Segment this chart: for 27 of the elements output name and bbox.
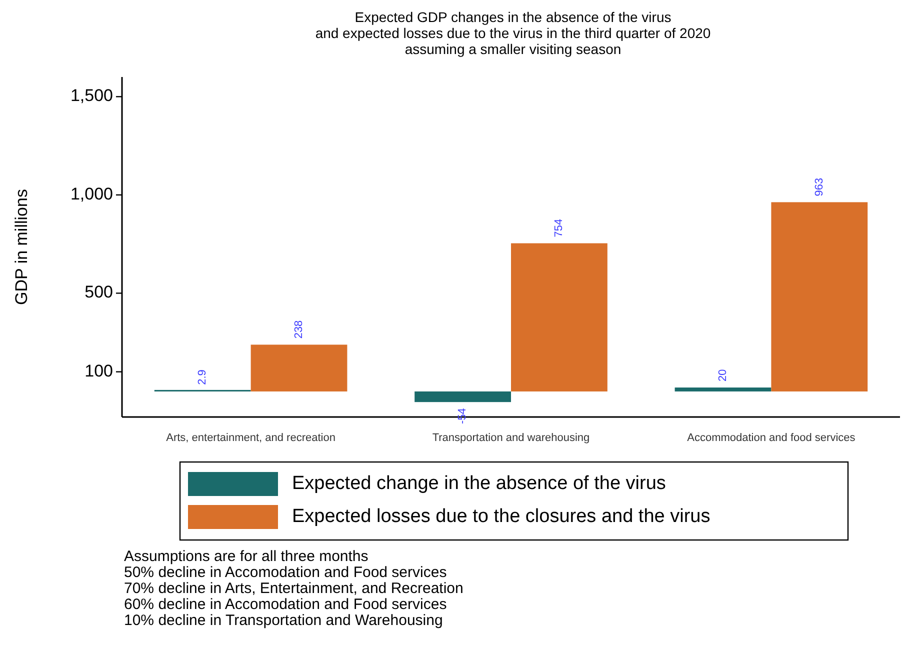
x-tick-label: Arts, entertainment, and recreation (166, 432, 336, 444)
bar (414, 391, 511, 402)
y-tick-label: 500 (84, 282, 113, 302)
text: Assumptions are for all three months (124, 548, 368, 565)
bar (511, 243, 608, 392)
y-tick-label: 1,500 (70, 86, 113, 106)
x-tick-label: Accommodation and food services (687, 432, 856, 444)
text: 10% decline in Transportation and Warehousing (124, 612, 443, 629)
y-axis-title: GDP in millions (12, 189, 31, 305)
text: 70% decline in Arts, Entertainment, and Recreation (124, 580, 464, 597)
text: 60% decline in Accomodation and Food services (124, 596, 447, 613)
data-label: 963 (813, 178, 826, 196)
y-tick-label: 1,000 (70, 184, 113, 204)
bar (674, 388, 772, 392)
y-tick-label: 100 (84, 361, 113, 380)
data-label: -54 (456, 408, 469, 424)
bar (250, 344, 348, 392)
data-label: 754 (553, 218, 566, 238)
data-label: 2.9 (196, 370, 209, 385)
bar (771, 202, 868, 392)
legend-label: Expected change in the absence of the virus (292, 473, 666, 494)
data-label: 20 (716, 369, 729, 382)
x-tick-label: Transportation and warehousing (432, 432, 590, 444)
text: 50% decline in Accomodation and Food services (124, 564, 447, 581)
data-label: 238 (292, 320, 305, 339)
legend-label: Expected losses due to the closures and the virus (292, 506, 710, 528)
chart-title: Expected GDP changes in the absence of the virus and expected losses due to the virus in the third quarter of 2020 assuming a smaller visiting season (315, 9, 711, 57)
